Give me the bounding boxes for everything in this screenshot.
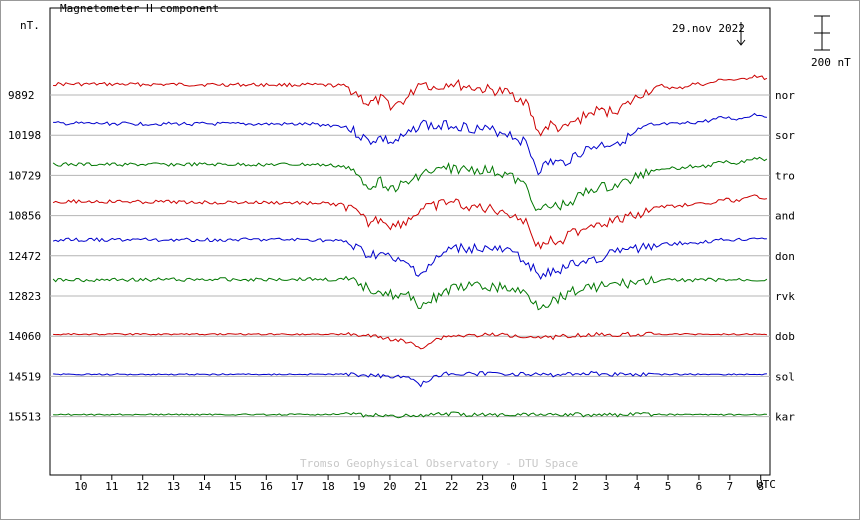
x-tick-label: 0 (510, 480, 517, 493)
baseline-label-dob: 14060 (8, 330, 41, 343)
baseline-label-sor: 10198 (8, 129, 41, 142)
x-axis-ticks: 10 11 12 13 14 15 16 17 18 19 20 21 22 23 0 1 2 3 4 5 6 7 8 (74, 475, 764, 493)
trace-tro (52, 156, 768, 212)
y-unit-label: nT. (20, 19, 40, 32)
baseline-label-tro: 10729 (8, 169, 41, 182)
trace-kar (53, 411, 767, 419)
baseline-label-don: 12472 (8, 250, 41, 263)
x-tick-label: 8 (757, 480, 764, 493)
trace-sor (53, 112, 767, 176)
trace-and (52, 194, 767, 250)
station-label-kar: kar (775, 411, 795, 424)
x-tick-label: 1 (541, 480, 548, 493)
x-tick-label: 23 (476, 480, 489, 493)
x-tick-label: 18 (321, 480, 334, 493)
trace-rvk (52, 275, 768, 311)
x-tick-label: 14 (198, 480, 212, 493)
x-tick-label: 10 (74, 480, 87, 493)
x-tick-label: 17 (291, 480, 304, 493)
station-baselines: 9892 nor 10198 sor 10729 tro 10856 and 12472 don 1… (8, 89, 795, 424)
x-tick-label: 4 (634, 480, 641, 493)
trace-nor (53, 74, 768, 137)
station-label-nor: nor (775, 89, 795, 102)
trace-dob (53, 331, 767, 350)
scale-bar (814, 15, 830, 51)
plot-area (49, 7, 771, 476)
x-tick-label: 5 (665, 480, 672, 493)
station-traces (52, 74, 768, 419)
baseline-label-sol: 14519 (8, 370, 41, 383)
station-label-rvk: rvk (775, 290, 795, 303)
x-tick-label: 2 (572, 480, 579, 493)
x-tick-label: 15 (229, 480, 242, 493)
x-tick-label: 13 (167, 480, 180, 493)
x-tick-label: 19 (352, 480, 365, 493)
x-tick-label: 7 (727, 480, 734, 493)
x-tick-label: 20 (383, 480, 396, 493)
x-tick-label: 16 (260, 480, 273, 493)
baseline-label-and: 10856 (8, 210, 41, 223)
date-marker-arrow (736, 39, 746, 46)
baseline-label-nor: 9892 (8, 89, 35, 102)
x-tick-label: 6 (696, 480, 703, 493)
station-label-and: and (775, 210, 795, 223)
station-label-sol: sol (775, 370, 795, 383)
baseline-label-kar: 15513 (8, 411, 41, 424)
credit-text: Tromso Geophysical Observatory - DTU Spa… (300, 457, 578, 470)
date-label: 29.nov 2022 (672, 22, 745, 35)
station-label-don: don (775, 250, 795, 263)
x-tick-label: 12 (136, 480, 149, 493)
station-label-tro: tro (775, 169, 795, 182)
x-tick-label: 21 (414, 480, 427, 493)
baseline-label-rvk: 12823 (8, 290, 41, 303)
trace-don (52, 237, 767, 281)
x-axis-label: UTC (756, 478, 776, 491)
station-label-sor: sor (775, 129, 795, 142)
scale-bar-label: 200 nT (811, 56, 851, 69)
x-tick-label: 22 (445, 480, 458, 493)
x-tick-label: 11 (105, 480, 118, 493)
station-label-dob: dob (775, 330, 795, 343)
trace-sol (53, 370, 767, 388)
x-tick-label: 3 (603, 480, 610, 493)
